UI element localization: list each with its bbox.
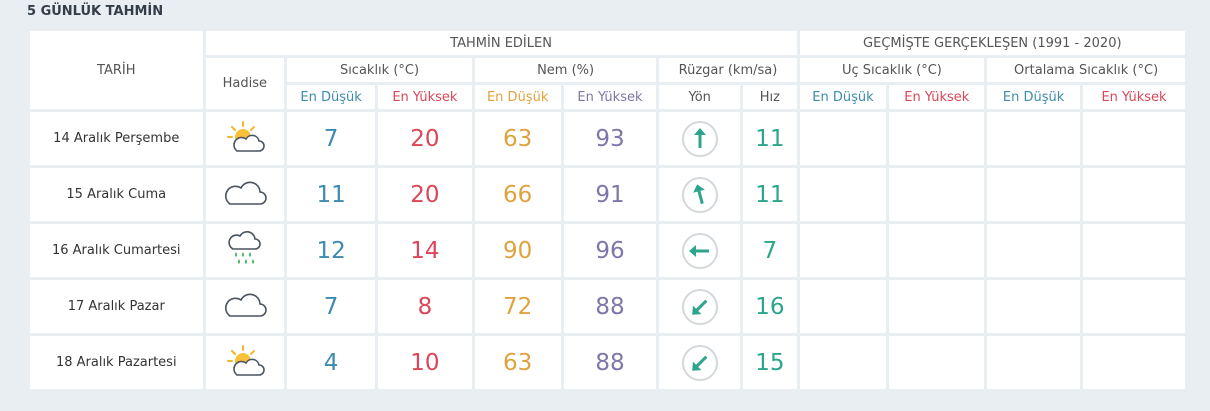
header-tarih: TARİH xyxy=(30,31,203,109)
page-title: 5 GÜNLÜK TAHMİN xyxy=(27,4,164,19)
rain-icon xyxy=(225,230,265,271)
row-wind-direction xyxy=(659,112,741,165)
row-avg-low xyxy=(987,336,1081,389)
subheader-avg-high: En Yüksek xyxy=(1083,85,1185,109)
row-avg-high xyxy=(1083,168,1185,221)
row-weather-icon xyxy=(205,112,285,165)
row-extreme-high xyxy=(889,224,985,277)
row-weather-icon xyxy=(205,168,285,221)
row-temp-low: 7 xyxy=(287,280,375,333)
row-avg-low xyxy=(987,168,1081,221)
row-temp-low: 11 xyxy=(287,168,375,221)
forecast-row: 15 Aralık Cuma 11 20 66 91 11 xyxy=(30,168,1185,221)
cloudy-icon xyxy=(222,293,268,324)
row-hum-low: 66 xyxy=(474,168,561,221)
row-date: 17 Aralık Pazar xyxy=(30,280,203,333)
row-temp-high: 20 xyxy=(377,168,472,221)
row-hum-low: 63 xyxy=(474,112,561,165)
row-hum-low: 90 xyxy=(474,224,561,277)
header-sicaklik: Sıcaklık (°C) xyxy=(287,58,472,82)
wind-arrow-icon xyxy=(681,120,718,157)
row-wind-speed: 16 xyxy=(743,280,797,333)
row-extreme-high xyxy=(889,336,985,389)
row-wind-speed: 7 xyxy=(743,224,797,277)
subheader-wind-dir: Yön xyxy=(659,85,741,109)
row-temp-high: 20 xyxy=(377,112,472,165)
row-extreme-low xyxy=(799,336,887,389)
row-avg-high xyxy=(1083,280,1185,333)
header-predicted: TAHMİN EDİLEN xyxy=(205,31,797,55)
wind-arrow-icon xyxy=(681,344,718,381)
row-extreme-high xyxy=(889,112,985,165)
row-hum-high: 93 xyxy=(563,112,657,165)
header-uc-sicaklik: Uç Sıcaklık (°C) xyxy=(799,58,985,82)
row-avg-high xyxy=(1083,336,1185,389)
row-wind-direction xyxy=(659,224,741,277)
subheader-wind-speed: Hız xyxy=(743,85,797,109)
header-ruzgar: Rüzgar (km/sa) xyxy=(659,58,797,82)
row-weather-icon xyxy=(205,280,285,333)
subheader-temp-low: En Düşük xyxy=(287,85,375,109)
wind-arrow-icon xyxy=(681,232,718,269)
row-wind-direction xyxy=(659,336,741,389)
forecast-table: TARİH TAHMİN EDİLEN GEÇMİŞTE GERÇEKLEŞEN… xyxy=(27,28,1188,392)
row-wind-speed: 11 xyxy=(743,168,797,221)
partly-cloudy-icon xyxy=(223,120,267,159)
row-avg-low xyxy=(987,112,1081,165)
row-temp-low: 4 xyxy=(287,336,375,389)
forecast-row: 17 Aralık Pazar 7 8 72 88 16 xyxy=(30,280,1185,333)
row-temp-high: 10 xyxy=(377,336,472,389)
subheader-temp-high: En Yüksek xyxy=(377,85,472,109)
row-hum-high: 88 xyxy=(563,280,657,333)
row-weather-icon xyxy=(205,336,285,389)
row-avg-low xyxy=(987,280,1081,333)
header-past: GEÇMİŞTE GERÇEKLEŞEN (1991 - 2020) xyxy=(799,31,1185,55)
row-wind-direction xyxy=(659,168,741,221)
row-extreme-low xyxy=(799,168,887,221)
wind-arrow-icon xyxy=(681,176,718,213)
forecast-row: 18 Aralık Pazartesi 4 10 63 88 15 xyxy=(30,336,1185,389)
wind-arrow-icon xyxy=(681,288,718,325)
row-hum-low: 72 xyxy=(474,280,561,333)
header-ortalama-sicaklik: Ortalama Sıcaklık (°C) xyxy=(987,58,1185,82)
forecast-row: 16 Aralık Cumartesi 12 14 90 96 7 xyxy=(30,224,1185,277)
row-hum-low: 63 xyxy=(474,336,561,389)
row-extreme-high xyxy=(889,168,985,221)
row-weather-icon xyxy=(205,224,285,277)
subheader-hum-low: En Düşük xyxy=(474,85,561,109)
row-avg-low xyxy=(987,224,1081,277)
row-temp-high: 14 xyxy=(377,224,472,277)
row-extreme-high xyxy=(889,280,985,333)
row-temp-low: 7 xyxy=(287,112,375,165)
row-extreme-low xyxy=(799,224,887,277)
row-extreme-low xyxy=(799,280,887,333)
row-date: 16 Aralık Cumartesi xyxy=(30,224,203,277)
subheader-avg-low: En Düşük xyxy=(987,85,1081,109)
row-date: 15 Aralık Cuma xyxy=(30,168,203,221)
row-hum-high: 91 xyxy=(563,168,657,221)
row-extreme-low xyxy=(799,112,887,165)
row-wind-speed: 11 xyxy=(743,112,797,165)
header-hadise: Hadise xyxy=(205,58,285,109)
row-wind-direction xyxy=(659,280,741,333)
partly-cloudy-icon xyxy=(223,344,267,383)
row-temp-high: 8 xyxy=(377,280,472,333)
row-avg-high xyxy=(1083,112,1185,165)
row-wind-speed: 15 xyxy=(743,336,797,389)
header-nem: Nem (%) xyxy=(474,58,657,82)
cloudy-icon xyxy=(222,181,268,212)
subheader-extreme-high: En Yüksek xyxy=(889,85,985,109)
row-date: 18 Aralık Pazartesi xyxy=(30,336,203,389)
row-hum-high: 96 xyxy=(563,224,657,277)
row-temp-low: 12 xyxy=(287,224,375,277)
subheader-extreme-low: En Düşük xyxy=(799,85,887,109)
row-hum-high: 88 xyxy=(563,336,657,389)
row-avg-high xyxy=(1083,224,1185,277)
row-date: 14 Aralık Perşembe xyxy=(30,112,203,165)
forecast-row: 14 Aralık Perşembe 7 20 63 93 11 xyxy=(30,112,1185,165)
subheader-hum-high: En Yüksek xyxy=(563,85,657,109)
